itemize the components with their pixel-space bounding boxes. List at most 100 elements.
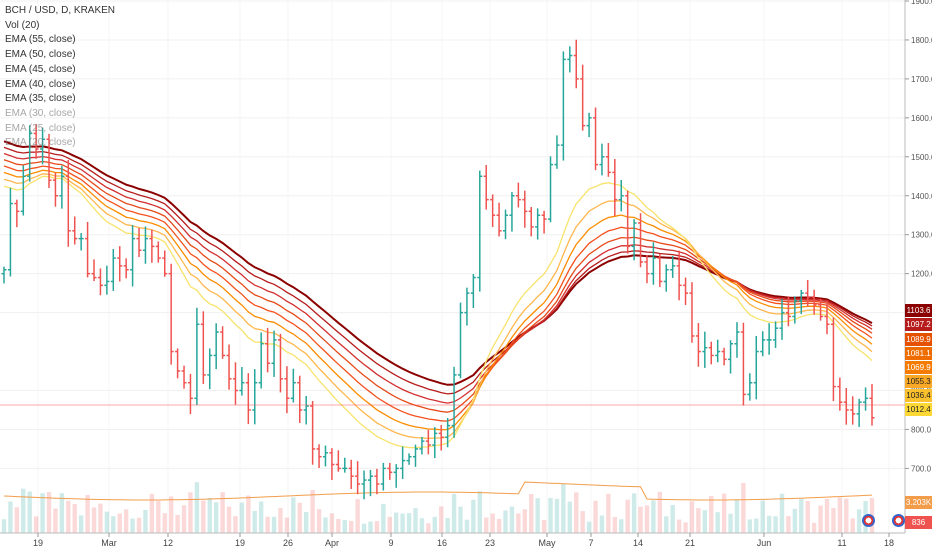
ohlc-bar	[46, 133, 52, 188]
ohlc-bar	[753, 335, 759, 400]
ohlc-bar	[548, 156, 554, 223]
volume-bar	[818, 505, 823, 533]
ohlc-bar	[560, 51, 566, 161]
ohlc-bar	[554, 135, 560, 169]
volume-bar	[117, 513, 122, 533]
volume-bar	[580, 511, 585, 533]
legend-ema-25: EMA (25, close)	[5, 122, 76, 134]
volume-bar	[458, 506, 463, 533]
ohlc-bar	[644, 255, 650, 284]
y-tick-label: 1800.0	[911, 36, 932, 45]
volume-bar	[490, 513, 495, 533]
ohlc-bar	[818, 298, 824, 321]
volume-bar	[220, 492, 225, 533]
volume-bar	[522, 509, 527, 533]
volume-bar	[27, 491, 32, 533]
x-tick-label: 7	[588, 538, 593, 548]
ema-price-label: 1089.9	[905, 333, 932, 346]
volume-bar	[529, 493, 534, 533]
ohlc-bar	[612, 159, 618, 217]
ema-price-label: 1069.9	[905, 361, 932, 374]
ohlc-bar	[580, 64, 586, 131]
ohlc-bar	[760, 331, 766, 357]
ohlc-bar	[97, 268, 103, 296]
ohlc-bar	[451, 366, 457, 438]
volume-bar	[496, 518, 502, 533]
ohlc-bar	[573, 39, 579, 89]
volume-bar	[676, 519, 682, 533]
volume-bar	[754, 518, 759, 533]
volume-bar	[599, 515, 605, 533]
volume-bar	[303, 512, 309, 533]
volume-bar	[130, 518, 135, 533]
volume-bar	[741, 482, 746, 533]
volume-bar	[406, 513, 412, 533]
ohlc-bar	[123, 258, 129, 279]
volume-bar	[696, 508, 701, 533]
volume-label: 836	[905, 516, 932, 529]
volume-bar	[381, 503, 386, 533]
ohlc-bar	[361, 470, 367, 500]
ohlc-bar	[52, 172, 58, 207]
ohlc-bar	[766, 323, 772, 355]
ohlc-bar	[773, 321, 779, 348]
volume-bar	[709, 495, 714, 533]
volume-bar	[329, 513, 335, 533]
ohlc-bar	[142, 226, 148, 264]
us-flag-icon[interactable]	[862, 514, 875, 527]
ohlc-bar	[136, 227, 142, 258]
ohlc-bar	[265, 327, 271, 373]
volume-bar	[728, 513, 733, 533]
volume-bar	[516, 513, 521, 533]
x-tick-label: 16	[437, 538, 447, 548]
ema-line-25	[3, 173, 873, 440]
volume-bar	[850, 518, 855, 533]
volume-bar	[644, 505, 650, 533]
ema-price-label: 1036.4	[905, 389, 932, 402]
ohlc-bar	[740, 322, 746, 406]
volume-bar	[310, 490, 315, 533]
volume-bar	[747, 519, 753, 533]
legend-ema-40: EMA (40, close)	[5, 78, 76, 90]
volume-bar	[805, 500, 810, 533]
volume-bar	[59, 493, 65, 533]
ohlc-bar	[721, 347, 727, 366]
us-flag-icon[interactable]	[892, 514, 905, 527]
x-tick-label: Jun	[757, 538, 772, 548]
ohlc-bar	[419, 436, 425, 455]
ohlc-bar	[181, 365, 187, 389]
volume-bar	[766, 515, 772, 533]
volume-bar	[284, 517, 290, 533]
legend-title: BCH / USD, D, KRAKEN	[5, 5, 116, 16]
volume-bar	[856, 509, 862, 533]
volume-bar	[586, 521, 592, 533]
chart-legend: BCH / USD, D, KRAKEN Vol (20) EMA (55, c…	[5, 4, 115, 151]
ohlc-bar	[14, 199, 20, 228]
ohlc-bar	[805, 280, 811, 307]
volume-bar	[194, 482, 200, 533]
ohlc-bar	[535, 208, 541, 240]
volume-bar	[484, 517, 489, 533]
volume-bar	[14, 507, 20, 533]
ohlc-bar	[329, 448, 335, 480]
volume-bar	[541, 519, 547, 533]
ohlc-bar	[779, 299, 785, 340]
volume-bar	[278, 507, 283, 533]
volume-bar	[612, 517, 618, 533]
y-tick-label: 1200.0	[911, 270, 932, 279]
ohlc-bar	[702, 331, 708, 368]
volume-bar	[162, 513, 167, 533]
ohlc-bar	[811, 289, 817, 315]
y-tick-label: 1700.0	[911, 75, 932, 84]
ema-price-label: 1097.2	[905, 318, 932, 331]
ohlc-bar	[387, 462, 393, 480]
ohlc-bar	[663, 264, 669, 292]
y-tick-label: 800.0	[911, 425, 932, 434]
volume-bar	[561, 483, 566, 533]
x-tick-label: 23	[485, 538, 495, 548]
ohlc-bar	[85, 221, 91, 278]
ohlc-bar	[824, 300, 830, 335]
y-tick-label: 1900.0	[911, 0, 932, 6]
volume-bar	[792, 508, 798, 533]
